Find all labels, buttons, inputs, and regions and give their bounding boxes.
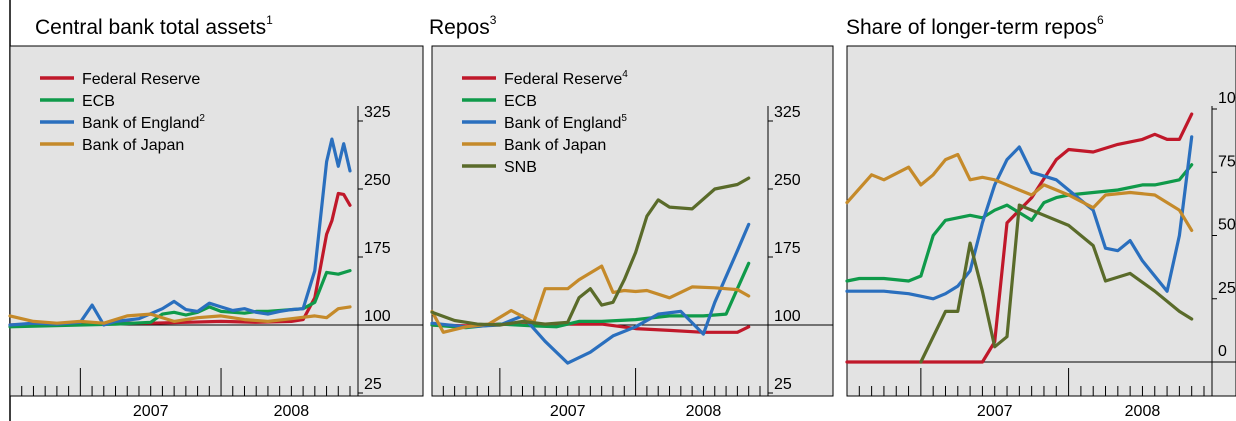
legend-footnote: 5 bbox=[621, 113, 627, 124]
legend-label: Federal Reserve bbox=[82, 71, 200, 88]
chart-title-text: Repos bbox=[429, 16, 490, 39]
y-tick-label: 250 bbox=[364, 172, 391, 189]
series-line-federal-reserve bbox=[845, 112, 1194, 364]
y-tick-label: 25 bbox=[364, 376, 382, 393]
series-line-snb bbox=[430, 176, 751, 327]
y-tick-label: 325 bbox=[774, 104, 801, 121]
x-tick-label: 2008 bbox=[1125, 403, 1161, 420]
y-tick-label: 175 bbox=[364, 240, 391, 257]
series-line-bank-of-england bbox=[845, 135, 1194, 301]
series-line-bank-of-japan bbox=[430, 264, 751, 334]
chart-title: Share of longer-term repos6 bbox=[846, 13, 1104, 40]
legend-label: ECB bbox=[504, 93, 537, 110]
x-tick-label: 2008 bbox=[686, 403, 722, 420]
chart-title-text: Share of longer-term repos bbox=[846, 16, 1097, 39]
legend-label: Bank of England5 bbox=[504, 113, 627, 132]
x-tick-label: 2007 bbox=[550, 403, 586, 420]
chart-title-footnote: 3 bbox=[489, 13, 497, 27]
legend-footnote: 2 bbox=[199, 113, 205, 124]
plot-area bbox=[9, 45, 424, 397]
y-tick-label: 100 bbox=[1218, 90, 1236, 107]
chart-title: Central bank total assets1 bbox=[35, 13, 273, 40]
y-tick-label: 0 bbox=[1218, 343, 1227, 360]
legend-label: Bank of Japan bbox=[82, 137, 184, 154]
chart-title-text: Central bank total assets bbox=[35, 16, 267, 39]
x-tick-label: 2008 bbox=[274, 403, 310, 420]
y-tick-label: 75 bbox=[1218, 153, 1236, 170]
legend-label: ECB bbox=[82, 93, 115, 110]
series-line-snb bbox=[919, 203, 1194, 364]
y-tick-label: 25 bbox=[1218, 280, 1236, 297]
y-tick-label: 325 bbox=[364, 104, 391, 121]
chart-panel-2: 25 100 175 250 325 2007 2008 Federal Reserve4 EC… bbox=[430, 45, 834, 420]
series-line-bank-of-england bbox=[430, 222, 751, 365]
legend-label: Bank of England2 bbox=[82, 113, 205, 132]
legend-label: SNB bbox=[504, 159, 537, 176]
legend-footnote: 4 bbox=[622, 69, 628, 80]
x-tick-label: 2007 bbox=[977, 403, 1013, 420]
y-tick-label: 250 bbox=[774, 172, 801, 189]
y-tick-label: 100 bbox=[364, 308, 391, 325]
plot-area bbox=[846, 45, 1236, 397]
y-tick-label: 50 bbox=[1218, 217, 1236, 234]
chart-title: Repos3 bbox=[429, 13, 497, 40]
legend-label: Bank of Japan bbox=[504, 137, 606, 154]
series-line-ecb bbox=[8, 269, 352, 329]
series-line-bank-of-japan bbox=[8, 305, 352, 325]
chart-panel-3: 0 25 50 75 100 2007 2008 bbox=[845, 45, 1236, 420]
series-line-bank-of-england bbox=[8, 137, 352, 327]
y-tick-label: 25 bbox=[774, 376, 792, 393]
series-line-bank-of-japan bbox=[845, 152, 1194, 232]
legend-label: Federal Reserve4 bbox=[504, 69, 628, 88]
chart-title-footnote: 6 bbox=[1096, 13, 1104, 27]
plot-area bbox=[431, 45, 834, 397]
y-tick-label: 100 bbox=[774, 308, 801, 325]
y-tick-label: 175 bbox=[774, 240, 801, 257]
chart-panel-1: 25 100 175 250 325 2007 2008 Federal Reserve ECB… bbox=[8, 45, 424, 420]
x-tick-label: 2007 bbox=[133, 403, 169, 420]
chart-title-footnote: 1 bbox=[266, 13, 273, 27]
